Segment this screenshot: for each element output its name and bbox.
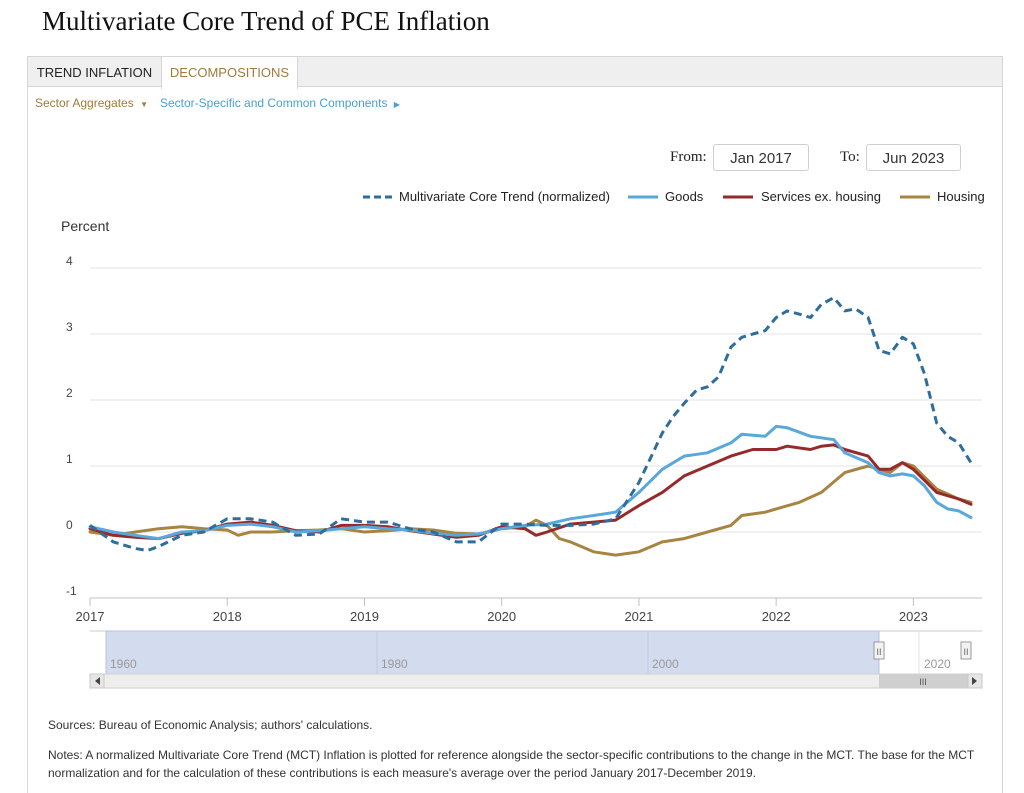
legend-swatch-goods — [628, 195, 658, 199]
to-date-input[interactable]: Jun 2023 — [866, 144, 961, 171]
tab-trend-inflation[interactable]: TREND INFLATION — [36, 65, 153, 80]
legend-swatch-services — [723, 195, 753, 199]
sector-specific-label: Sector-Specific and Common Components — [160, 96, 388, 110]
chart-panel — [27, 56, 1003, 793]
from-date-input[interactable]: Jan 2017 — [713, 144, 809, 171]
sector-specific-menu[interactable]: Sector-Specific and Common Components ▶ — [160, 96, 400, 110]
from-label: From: — [670, 149, 707, 165]
page-title: Multivariate Core Trend of PCE Inflation — [42, 6, 490, 36]
legend-label-services: Services ex. housing — [761, 189, 881, 204]
sector-aggregates-label: Sector Aggregates — [35, 96, 134, 110]
legend-label-housing: Housing — [937, 189, 985, 204]
tab-decompositions[interactable]: DECOMPOSITIONS — [161, 57, 298, 89]
to-label: To: — [840, 149, 860, 165]
caret-right-icon: ▶ — [393, 100, 400, 109]
notes-line-1: Notes: A normalized Multivariate Core Tr… — [48, 748, 975, 762]
sources-text: Sources: Bureau of Economic Analysis; au… — [48, 718, 373, 732]
notes-text: Notes: A normalized Multivariate Core Tr… — [48, 746, 974, 782]
tab-bar: TREND INFLATION DECOMPOSITIONS — [27, 56, 1003, 89]
legend-swatch-housing — [900, 195, 930, 199]
legend-label-goods: Goods — [665, 189, 704, 204]
legend-swatch-mct — [363, 195, 393, 199]
notes-line-2: normalization and for the calculation of… — [48, 766, 757, 780]
legend-label-mct: Multivariate Core Trend (normalized) — [399, 189, 610, 204]
caret-down-icon: ▼ — [140, 100, 148, 109]
sector-aggregates-menu[interactable]: Sector Aggregates ▼ — [35, 96, 148, 110]
